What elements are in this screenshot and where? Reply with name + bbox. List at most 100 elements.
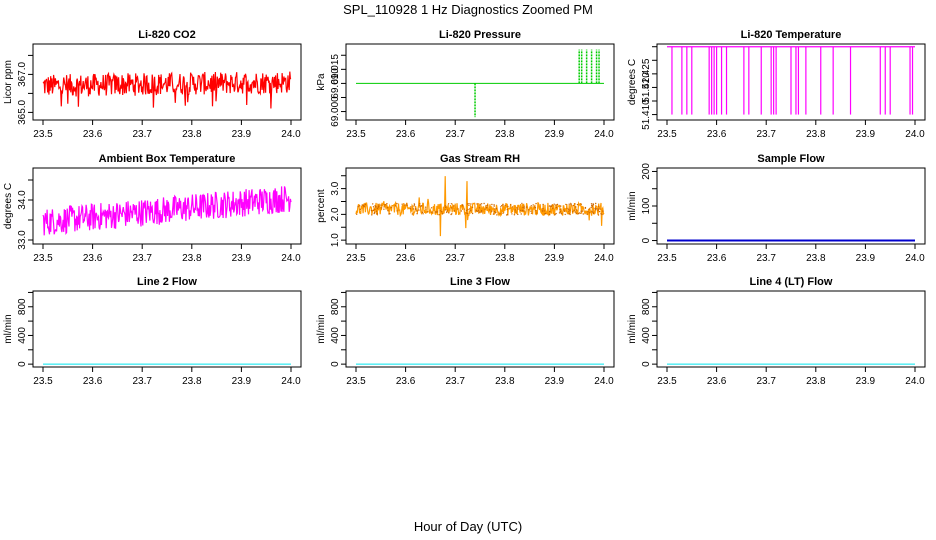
y-tick-label: 800 [641,298,652,315]
y-tick-label: 400 [330,327,341,344]
series-dot [370,209,373,212]
x-tick-label: 24.0 [281,253,301,264]
series-dot [584,206,587,209]
x-tick-label: 23.7 [445,253,465,264]
series-dot [427,211,429,213]
series-dot [419,204,421,207]
series-dot [375,210,378,212]
x-tick-label: 23.5 [33,129,53,140]
series-dot [523,207,525,209]
series-dot [412,208,415,210]
y-axis-label: kPa [316,73,327,91]
y-tick-label: 51.410 [641,99,652,130]
x-tick-label: 23.5 [657,376,677,387]
series-dot [554,213,556,216]
series-dot [587,211,589,213]
series-dot [525,206,528,208]
series-dot [444,205,446,207]
series-dot [468,204,470,207]
x-tick-label: 23.5 [346,376,366,387]
x-tick-label: 23.8 [182,253,202,264]
plot-frame [656,290,926,368]
series-dot [411,213,413,215]
series-dot [543,210,545,212]
series-dot [461,204,464,206]
series-dot [576,203,579,206]
series-dot [566,207,568,210]
series-dot [544,213,546,215]
series-dot [489,209,491,211]
series-dot [491,203,493,206]
y-axis-label: Licor ppm [3,60,14,104]
x-tick-label: 23.7 [132,129,152,140]
x-tick-label: 24.0 [905,376,925,387]
series-dot [491,210,493,212]
series-dot [535,210,537,212]
series-dot [394,205,397,207]
chart-title: Line 2 Flow [137,276,197,288]
x-tick-label: 23.6 [396,129,416,140]
x-tick-label: 23.9 [232,376,252,387]
series-dot [446,211,448,213]
series-dot [555,204,557,206]
x-tick-label: 23.5 [657,129,677,140]
series-line [355,176,605,237]
series-dot [453,205,455,207]
series-dot [515,211,517,213]
series-dot [578,212,580,214]
series-dot [514,209,516,211]
y-axis-label: degrees C [3,183,14,229]
x-tick-label: 23.6 [707,253,727,264]
x-tick-label: 23.9 [856,376,876,387]
series-dot [453,210,455,212]
series-dot [357,205,359,208]
y-axis-label: ml/min [627,314,638,343]
series-dot [466,212,469,215]
series-dot [468,203,470,205]
y-tick-label: 51.425 [641,58,652,89]
x-tick-label: 23.7 [132,253,152,264]
series-dot [431,211,433,213]
x-tick-label: 23.6 [83,253,103,264]
series-dot [552,207,554,209]
series-dot [504,204,506,207]
series-dot [486,206,488,209]
series-dot [483,202,485,205]
series-dot [506,208,508,211]
series-dot [580,212,582,214]
series-dot [573,209,576,211]
series-dot [451,213,453,215]
x-tick-label: 23.8 [182,376,202,387]
series-dot [569,213,571,216]
plot-frame [32,290,302,368]
series-dot [444,209,446,211]
x-tick-label: 23.8 [495,129,515,140]
series-dot [371,214,373,216]
series-dot [494,208,496,210]
series-dot [507,205,509,208]
series-dot [532,204,534,206]
series-dot [590,206,592,209]
series-dot [586,213,588,215]
x-tick-label: 24.0 [281,129,301,140]
y-tick-label: 69.000 [330,96,341,127]
chart-title: Line 3 Flow [450,276,510,288]
series-dot [374,205,376,207]
series-dot [602,210,604,212]
series-dot [541,210,544,212]
x-tick-label: 23.7 [445,129,465,140]
y-axis-label: degrees C [627,59,638,105]
x-tick-label: 23.6 [396,376,416,387]
plot-frame [656,43,926,121]
series-dot [430,207,433,209]
series-dot [530,210,532,212]
y-tick-label: 100 [641,197,652,214]
chart-panel-6: Sample Flow 23.5 23.6 23.7 23.8 23.9 24.0 0 100 2… [627,153,926,264]
series-dot [495,207,498,210]
series-dot [476,203,478,205]
y-tick-label: 3.0 [330,181,341,195]
x-tick-label: 23.5 [657,253,677,264]
x-tick-label: 23.7 [445,376,465,387]
series-dot [484,208,486,210]
series-dot [548,213,551,216]
